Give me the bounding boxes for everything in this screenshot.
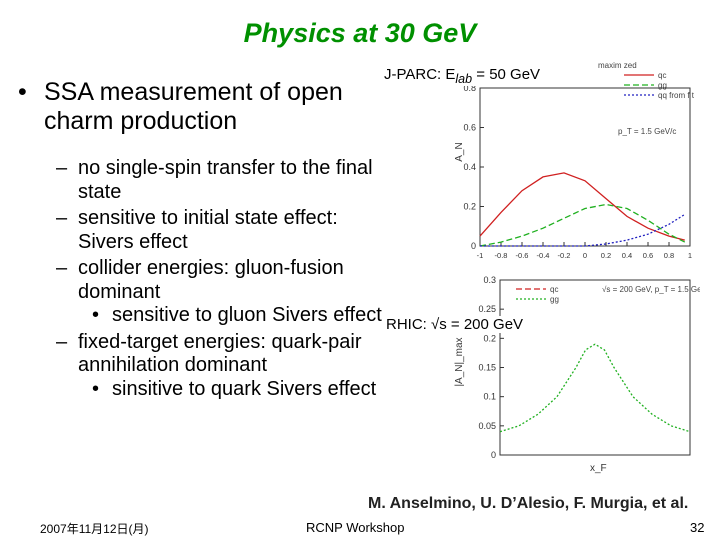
page-number: 32 bbox=[690, 520, 705, 535]
x-tick-label: -0.6 bbox=[516, 251, 529, 260]
y-tick-label: 0.15 bbox=[478, 363, 496, 373]
legend-entry: gg bbox=[658, 81, 667, 90]
jparc-label: J-PARC: Elab = 50 GeV bbox=[384, 66, 541, 86]
series-line-qq-from-f-t bbox=[480, 213, 686, 247]
y-tick-label: 0.3 bbox=[483, 275, 496, 285]
bullet-list: • SSA measurement of open charm productio… bbox=[18, 78, 398, 401]
y-tick-label: 0.2 bbox=[483, 333, 496, 343]
y-axis-label: A_N bbox=[454, 142, 465, 161]
rhic-label: RHIC: √s = 200 GeV bbox=[386, 316, 524, 333]
series-line-gg bbox=[479, 203, 686, 247]
y-tick-label: 0 bbox=[491, 450, 496, 460]
bullet-7: • sinsitive to quark Sivers effect bbox=[92, 377, 377, 400]
slide-title: Physics at 30 GeV bbox=[243, 18, 477, 48]
legend-entry: gg bbox=[550, 295, 559, 304]
y-tick-label: 0.25 bbox=[478, 304, 496, 314]
series-line-gg bbox=[499, 343, 691, 433]
x-tick-label: 0.2 bbox=[601, 251, 611, 260]
x-tick-label: -0.4 bbox=[537, 251, 550, 260]
x-tick-label: 0.8 bbox=[664, 251, 674, 260]
x-tick-label: 0.6 bbox=[643, 251, 653, 260]
x-tick-label: -1 bbox=[477, 251, 484, 260]
x-tick-label: 0.4 bbox=[622, 251, 632, 260]
legend-entry: maxim zed bbox=[598, 61, 637, 70]
x-axis-label: x_F bbox=[590, 463, 607, 474]
jparc-plot: 0 0.2 0.4 0.6 0.8 -1 -0.8 -0.6 -0.4 -0.2 0 0.2 0.4 0.… bbox=[454, 61, 695, 260]
y-tick-label: 0.4 bbox=[463, 162, 476, 172]
x-tick-label: -0.2 bbox=[558, 251, 571, 260]
footer-date: 2007年11月12日(月) bbox=[40, 522, 149, 536]
bullet-4: – collider energies: gluon-fusion dominan… bbox=[56, 257, 344, 303]
footer-title: RCNP Workshop bbox=[306, 520, 405, 535]
x-tick-label: 1 bbox=[688, 251, 692, 260]
x-tick-label: 0 bbox=[583, 251, 587, 260]
y-tick-label: 0.05 bbox=[478, 421, 496, 431]
x-tick-label: -0.8 bbox=[495, 251, 508, 260]
y-tick-label: 0.6 bbox=[463, 123, 476, 133]
y-tick-label: 0.1 bbox=[483, 392, 496, 402]
bullet-5: • sensitive to gluon Sivers effect bbox=[92, 304, 382, 326]
plot-annotation: p_T = 1.5 GeV/c bbox=[618, 127, 676, 136]
legend-entry: qq from f t bbox=[658, 91, 695, 100]
y-tick-label: 0.2 bbox=[463, 202, 476, 212]
y-tick-label: 0.8 bbox=[463, 83, 476, 93]
bullet-2: – no single-spin transfer to the final st… bbox=[56, 157, 373, 203]
legend-entry: qc bbox=[550, 285, 558, 294]
bullet-3: – sensitive to initial state effect: Sive… bbox=[56, 207, 338, 253]
y-tick-label: 0 bbox=[471, 241, 476, 251]
plot-annotation: √s = 200 GeV, p_T = 1.5 GeV/c bbox=[602, 285, 700, 294]
legend-entry: qc bbox=[658, 71, 666, 80]
bullet-6: – fixed-target energies: quark-pair annih… bbox=[56, 330, 362, 377]
series-line-qc bbox=[479, 172, 685, 241]
bullet-1: • SSA measurement of open charm productio… bbox=[18, 78, 343, 135]
plot-frame bbox=[499, 279, 691, 456]
y-axis-label: |A_N|_max bbox=[454, 337, 465, 386]
plot-frame bbox=[479, 87, 691, 247]
citation: M. Anselmino, U. D’Alesio, F. Murgia, et… bbox=[368, 495, 689, 512]
